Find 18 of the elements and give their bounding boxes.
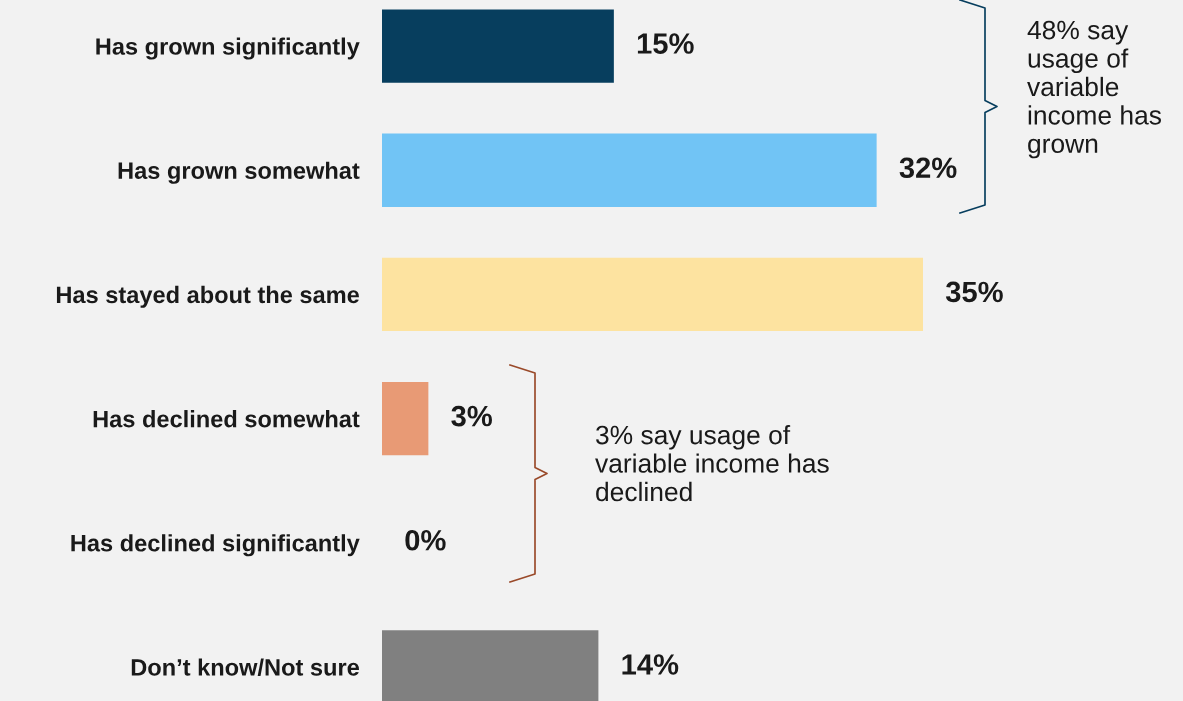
data-label: 32% — [899, 157, 957, 179]
y-tick-label: Has declined somewhat — [93, 410, 360, 428]
y-tick-label: Has declined significantly — [71, 534, 360, 557]
y-tick-label: Has grown somewhat — [118, 161, 360, 184]
y-tick-label: Has stayed about the same — [56, 285, 359, 308]
bar — [382, 9, 614, 83]
data-label: 14% — [622, 654, 679, 675]
y-tick-label: Has grown significantly — [96, 37, 360, 60]
bar — [382, 257, 923, 332]
annotation: 3% say usage of variable income has declined — [595, 425, 829, 502]
data-label: 35% — [945, 281, 1003, 303]
data-label: 0% — [405, 529, 446, 551]
data-label: 15% — [637, 33, 694, 54]
bar — [382, 133, 877, 207]
bar — [382, 381, 429, 456]
data-label: 3% — [451, 405, 492, 427]
y-tick-label: Don’t know/Not sure — [131, 658, 359, 676]
text: 48% say usage of variable income has grown — [1027, 20, 1161, 159]
